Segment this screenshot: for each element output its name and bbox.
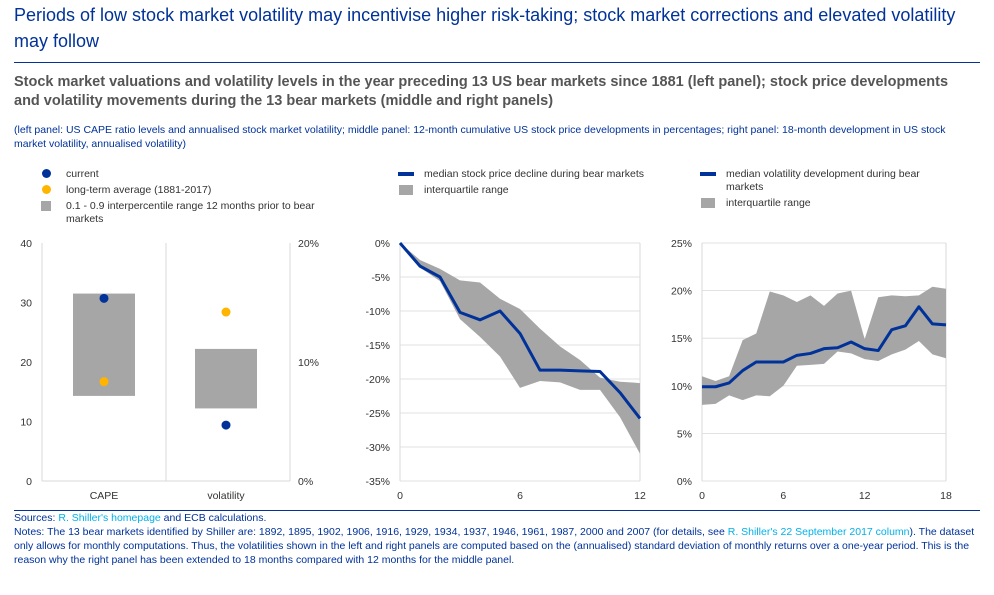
middle-panel-y-tick-label: -5% — [371, 272, 390, 284]
middle-panel-y-tick-label: -30% — [365, 442, 390, 454]
navy-dot-icon — [42, 169, 51, 178]
footer: Sources: R. Shiller's homepage and ECB c… — [14, 511, 980, 567]
y-tick-label-right: 20% — [298, 238, 319, 250]
right-panel-y-tick-label: 15% — [671, 333, 692, 345]
right-panel-x-tick-label: 12 — [859, 490, 871, 502]
volatility-current-dot — [221, 420, 231, 430]
middle-panel-median-line — [398, 242, 642, 420]
sources-suffix: and ECB calculations. — [160, 512, 267, 524]
legend-item-long-term-average: long-term average (1881-2017) — [40, 184, 330, 197]
legend-label: interquartile range — [424, 184, 509, 196]
x-category-label: volatility — [207, 490, 245, 502]
legend-label: long-term average (1881-2017) — [66, 184, 212, 196]
navy-line-icon — [398, 172, 414, 176]
y-tick-label-right: 0% — [298, 476, 313, 488]
middle-panel-iqr-band — [400, 243, 640, 454]
sources-line: Sources: R. Shiller's homepage and ECB c… — [14, 511, 980, 525]
y-tick-label-left: 20 — [20, 357, 32, 369]
volatility-range-bar — [195, 348, 257, 409]
middle-panel-y-tick-label: -10% — [365, 306, 390, 318]
middle-panel-x-tick-label: 6 — [517, 490, 523, 502]
middle-panel-x-tick-label: 0 — [397, 490, 403, 502]
x-category-label: CAPE — [90, 490, 119, 502]
right-panel-x-tick-label: 18 — [940, 490, 952, 502]
navy-line-icon — [700, 172, 716, 176]
middle-panel-y-tick-label: -35% — [365, 476, 390, 488]
yellow-dot-icon — [42, 185, 51, 194]
shiller-homepage-link[interactable]: R. Shiller's homepage — [58, 512, 161, 524]
grey-square-icon — [41, 201, 51, 211]
legend-item-median-volatility: median volatility development during bea… — [700, 168, 960, 194]
middle-panel-y-tick-label: -25% — [365, 408, 390, 420]
right-panel-y-tick-label: 5% — [677, 428, 692, 440]
chart-subtitle: Stock market valuations and volatility l… — [14, 74, 949, 109]
middle-legend: median stock price decline during bear m… — [398, 168, 678, 200]
notes-suffix: ). The dataset only allows for monthly c… — [14, 526, 975, 566]
legend-label: median stock price decline during bear m… — [424, 168, 645, 180]
middle-panel-y-tick-label: -20% — [365, 374, 390, 386]
y-tick-label-left: 10 — [20, 417, 32, 429]
page-title: Periods of low stock market volatility m… — [14, 5, 956, 51]
middle-panel-y-tick-label: 0% — [375, 238, 390, 250]
right-panel-median-line — [702, 305, 947, 389]
footer-divider — [14, 510, 980, 511]
legend-item-current: current — [40, 168, 330, 181]
middle-panel-y-tick-label: -15% — [365, 340, 390, 352]
right-panel-x-tick-label: 0 — [699, 490, 705, 502]
legend-item-range: 0.1 - 0.9 interpercentile range 12 month… — [40, 200, 330, 226]
notes-line: Notes: The 13 bear markets identified by… — [14, 525, 980, 567]
right-legend: median volatility development during bea… — [700, 168, 960, 213]
chart-note: (left panel: US CAPE ratio levels and an… — [14, 124, 946, 150]
legend-label: current — [66, 168, 99, 180]
right-panel-y-tick-label: 25% — [671, 238, 692, 250]
right-panel-y-tick-label: 20% — [671, 286, 692, 298]
y-tick-label-left: 40 — [20, 238, 32, 250]
legend-item-median-price: median stock price decline during bear m… — [398, 168, 678, 181]
right-panel-y-tick-label: 0% — [677, 476, 692, 488]
grey-square-icon — [701, 198, 715, 208]
left-legend: current long-term average (1881-2017) 0.… — [40, 168, 330, 229]
volatility-average-dot — [221, 307, 231, 317]
legend-item-iqr: interquartile range — [700, 197, 960, 210]
legend-item-iqr: interquartile range — [398, 184, 678, 197]
legend-label: median volatility development during bea… — [726, 168, 920, 193]
title-divider — [14, 62, 980, 63]
right-panel-x-tick-label: 6 — [780, 490, 786, 502]
y-tick-label-left: 30 — [20, 298, 32, 310]
notes-prefix: Notes: The 13 bear markets identified by… — [14, 526, 728, 538]
y-tick-label-left: 0 — [26, 476, 32, 488]
grey-square-icon — [399, 185, 413, 195]
middle-panel-x-tick-label: 12 — [634, 490, 646, 502]
shiller-column-link[interactable]: R. Shiller's 22 September 2017 column — [727, 526, 910, 538]
legend-label: interquartile range — [726, 197, 811, 209]
right-panel-iqr-band — [702, 286, 946, 405]
right-panel-y-tick-label: 10% — [671, 381, 692, 393]
y-tick-label-right: 10% — [298, 357, 319, 369]
sources-prefix: Sources: — [14, 512, 59, 524]
cape-average-dot — [99, 377, 109, 387]
cape-current-dot — [99, 293, 109, 303]
legend-label: 0.1 - 0.9 interpercentile range 12 month… — [66, 200, 315, 225]
